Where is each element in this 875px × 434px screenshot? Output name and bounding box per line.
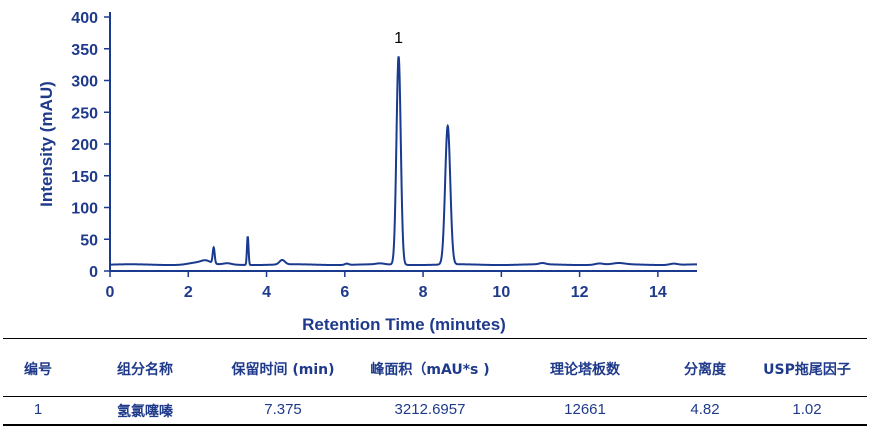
y-axis-label: Intensity (mAU)	[37, 81, 56, 207]
table-header-cell: 编号	[24, 362, 52, 378]
table-cell: 1	[33, 401, 43, 418]
table-cell: 氢氯噻嗪	[117, 404, 173, 420]
table-top-rule	[3, 338, 867, 339]
table-cell: 7.375	[264, 401, 302, 418]
chromatogram-trace	[109, 56, 697, 267]
x-tick-label: 10	[492, 284, 510, 301]
y-tick-label: 200	[71, 137, 98, 154]
table-header-cell: 分离度	[684, 362, 726, 378]
table-header-cell: 保留时间 (min)	[231, 362, 335, 378]
y-tick-label: 100	[71, 201, 98, 218]
x-tick-label: 14	[649, 284, 667, 301]
y-tick-label: 400	[71, 10, 98, 27]
table-header-cell: USP拖尾因子	[763, 362, 851, 378]
x-tick-label: 2	[184, 284, 193, 301]
x-tick-label: 12	[571, 284, 589, 301]
table-header-cell: 理论塔板数	[550, 362, 620, 378]
table-cell: 4.82	[690, 401, 720, 418]
x-axis-label: Retention Time (minutes)	[302, 315, 506, 334]
x-tick-label: 0	[106, 284, 115, 301]
chromatogram-chart: 0 2 4 6 8 10 12 14 0 50 100 150 200 250 300 350 400 1 Re…	[37, 10, 697, 334]
table-cell: 12661	[564, 401, 606, 418]
y-tick-label: 350	[71, 42, 98, 59]
table-cell: 3212.6957	[394, 401, 466, 418]
table-header-cell: 峰面积（mAU*s )	[370, 362, 490, 378]
y-tick-label: 50	[80, 232, 98, 249]
table-cell: 1.02	[792, 401, 822, 418]
peak-label: 1	[394, 30, 403, 47]
y-tick-label: 300	[71, 74, 98, 91]
y-tick-label: 0	[89, 264, 98, 281]
x-tick-label: 4	[262, 284, 271, 301]
y-tick-label: 250	[71, 105, 98, 122]
x-tick-label: 6	[340, 284, 349, 301]
y-tick-label: 150	[71, 169, 98, 186]
table-bottom-rule	[3, 424, 867, 426]
x-tick-label: 8	[419, 284, 428, 301]
table-mid-rule	[3, 396, 867, 397]
table-header-cell: 组分名称	[117, 362, 173, 378]
